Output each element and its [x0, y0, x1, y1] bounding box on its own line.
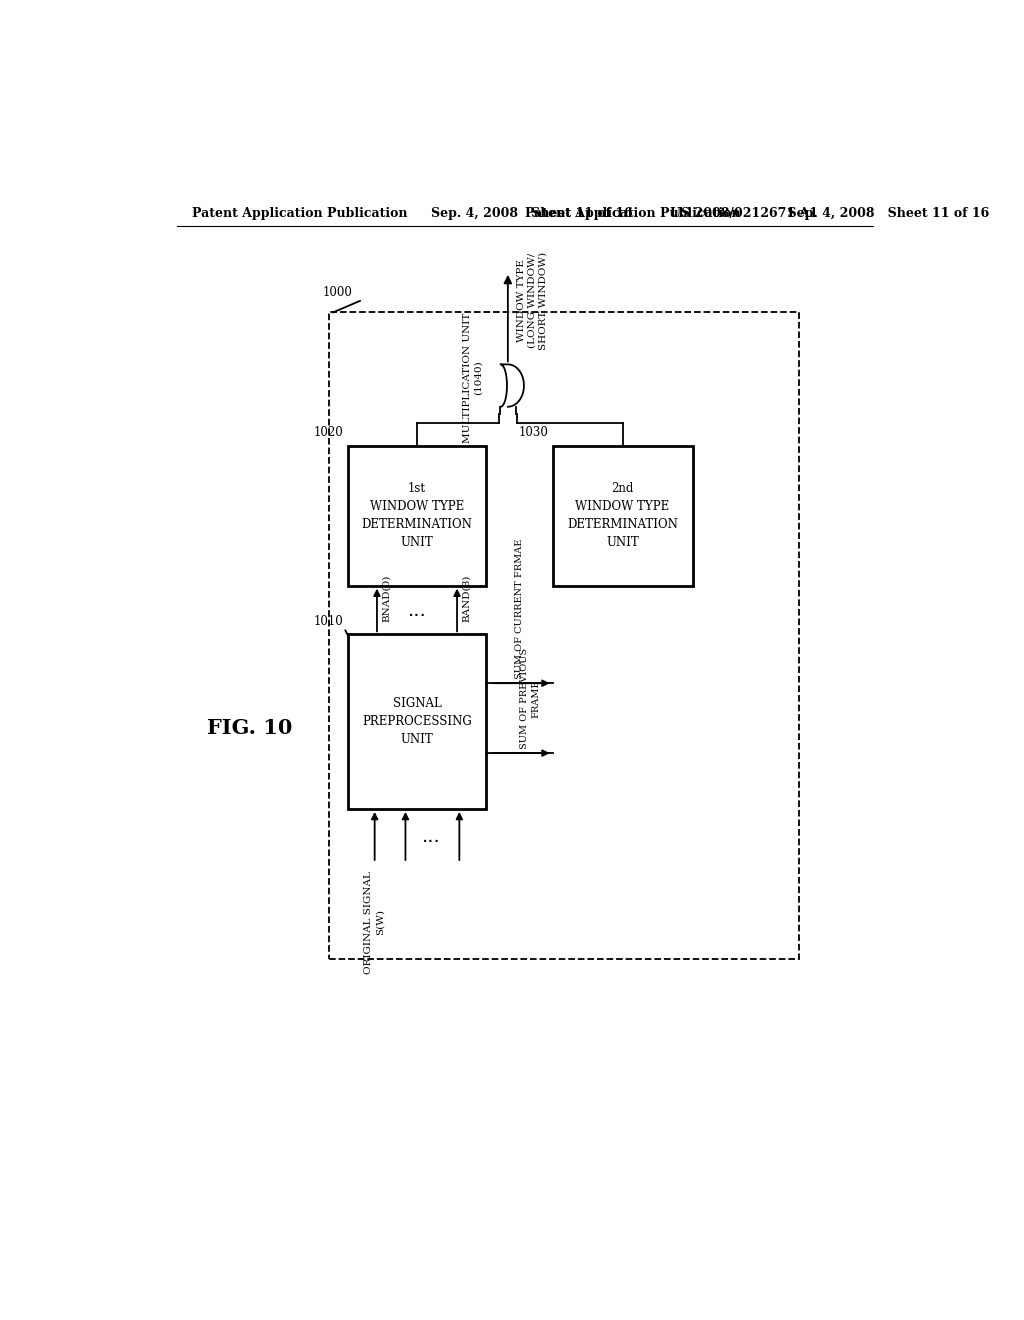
- Text: US 2008/0212671 A1: US 2008/0212671 A1: [670, 207, 817, 220]
- Text: FIG. 10: FIG. 10: [207, 718, 293, 738]
- Bar: [348, 635, 486, 809]
- Text: Patent Application Publication: Patent Application Publication: [193, 207, 408, 220]
- Text: ...: ...: [422, 826, 440, 846]
- Text: ...: ...: [408, 601, 426, 619]
- Bar: [330, 313, 799, 960]
- Text: SHORT WINDOW): SHORT WINDOW): [539, 252, 548, 350]
- Bar: [553, 446, 692, 586]
- Text: 2nd
WINDOW TYPE
DETERMINATION
UNIT: 2nd WINDOW TYPE DETERMINATION UNIT: [567, 482, 678, 549]
- Text: SUM OF PREVIOUS
FRAME: SUM OF PREVIOUS FRAME: [520, 648, 541, 750]
- Text: Patent Application Publication: Patent Application Publication: [524, 207, 740, 220]
- Text: MULTIPLICATION UNIT: MULTIPLICATION UNIT: [463, 313, 472, 444]
- Text: 1030: 1030: [519, 426, 549, 440]
- Text: (1040): (1040): [474, 360, 483, 395]
- Text: WINDOW TYPE: WINDOW TYPE: [517, 260, 526, 342]
- Text: 1st
WINDOW TYPE
DETERMINATION
UNIT: 1st WINDOW TYPE DETERMINATION UNIT: [361, 482, 472, 549]
- Text: 1000: 1000: [323, 285, 353, 298]
- Polygon shape: [501, 364, 524, 407]
- Text: Sep. 4, 2008   Sheet 11 of 16: Sep. 4, 2008 Sheet 11 of 16: [431, 207, 633, 220]
- Text: Sep. 4, 2008   Sheet 11 of 16: Sep. 4, 2008 Sheet 11 of 16: [524, 207, 989, 220]
- Bar: [348, 446, 486, 586]
- Text: BAND(8): BAND(8): [462, 574, 471, 622]
- Text: (LONG WINDOW/: (LONG WINDOW/: [528, 253, 537, 348]
- Text: BNAD(0): BNAD(0): [382, 574, 390, 622]
- Text: SIGNAL
PREPROCESSING
UNIT: SIGNAL PREPROCESSING UNIT: [362, 697, 472, 746]
- Text: 1010: 1010: [314, 615, 344, 628]
- Text: SUM OF CURRENT FRMAE: SUM OF CURRENT FRMAE: [515, 539, 524, 680]
- Text: 1020: 1020: [314, 426, 344, 440]
- Text: ORIGINAL SIGNAL
S(W): ORIGINAL SIGNAL S(W): [365, 871, 385, 974]
